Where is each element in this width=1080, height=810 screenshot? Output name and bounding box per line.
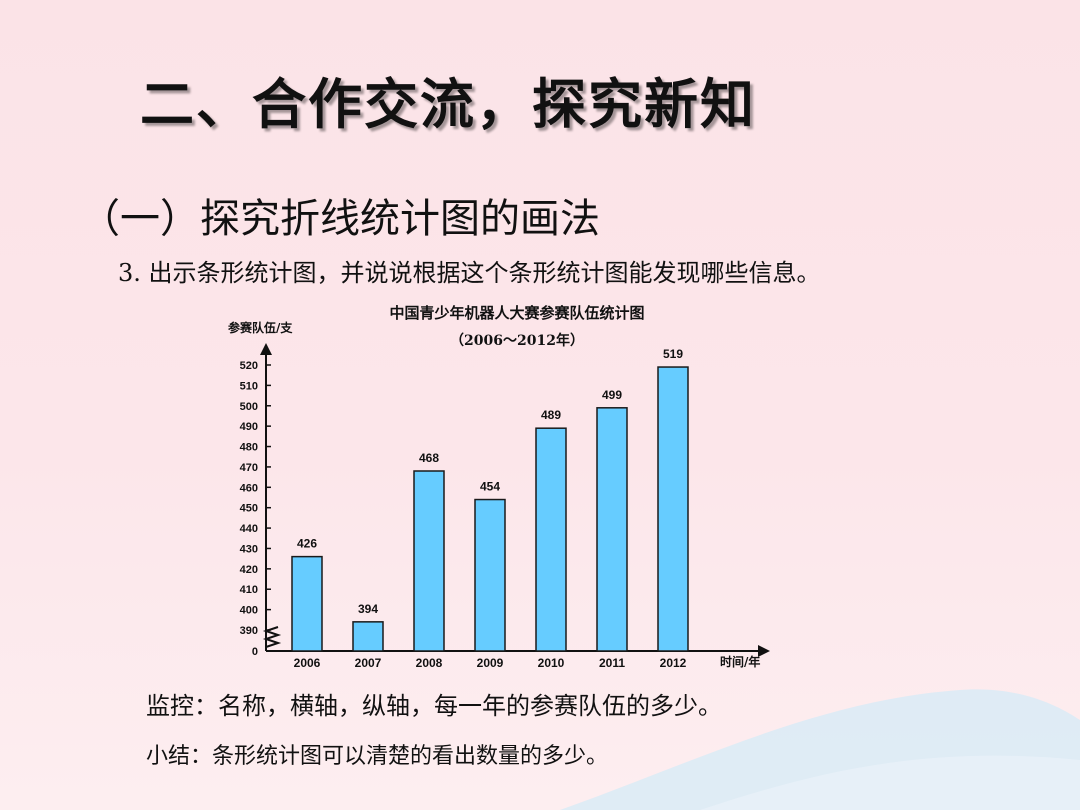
y-tick-label: 500 bbox=[240, 401, 258, 413]
y-tick-label: 420 bbox=[240, 564, 258, 576]
bar bbox=[535, 427, 567, 652]
bar-value-label: 489 bbox=[541, 408, 561, 422]
observation-note: 监控：名称，横轴，纵轴，每一年的参赛队伍的多少。 bbox=[146, 692, 722, 720]
y-tick-label: 450 bbox=[240, 503, 258, 515]
y-tick-label: 480 bbox=[240, 442, 258, 454]
x-axis-arrow bbox=[758, 645, 770, 657]
bar-value-label: 499 bbox=[602, 388, 622, 402]
y-tick-labels: 520 510 500 490 480 470 460 450 440 430 420 410 400 3… bbox=[240, 360, 271, 658]
y-tick-label: 490 bbox=[240, 421, 258, 433]
summary-note: 小结：条形统计图可以清楚的看出数量的多少。 bbox=[146, 744, 609, 769]
y-tick-label: 440 bbox=[240, 523, 258, 535]
chart-title: 中国青少年机器人大赛参赛队伍统计图 bbox=[389, 304, 644, 322]
x-tick-label: 2006 bbox=[294, 656, 321, 670]
x-tick-labels: 2006 2007 2008 2009 2010 2011 2012 bbox=[294, 656, 687, 670]
x-tick-label: 2012 bbox=[660, 656, 687, 670]
y-tick-label: 390 bbox=[240, 625, 258, 637]
y-axis-label: 参赛队伍/支 bbox=[228, 320, 293, 335]
bar-value-label: 519 bbox=[663, 347, 683, 361]
bar bbox=[413, 470, 445, 652]
bar-value-label: 468 bbox=[419, 451, 439, 465]
section-subtitle: （一）探究折线统计图的画法 bbox=[80, 196, 600, 242]
x-tick-label: 2007 bbox=[355, 656, 382, 670]
bar bbox=[657, 366, 689, 652]
x-tick-label: 2011 bbox=[599, 656, 625, 670]
step-instruction: 3. 出示条形统计图，并说说根据这个条形统计图能发现哪些信息。 bbox=[118, 259, 821, 287]
bars-group: 426 394 468 454 489 499 519 bbox=[291, 347, 689, 652]
chart-axes bbox=[260, 343, 770, 657]
slide-title: 二、合作交流，探究新知 bbox=[140, 73, 756, 136]
y-tick-label: 460 bbox=[240, 482, 258, 494]
x-axis-label: 时间/年 bbox=[720, 654, 760, 669]
bar bbox=[291, 555, 323, 652]
y-tick-label: 470 bbox=[240, 462, 258, 474]
y-tick-label: 430 bbox=[240, 543, 258, 555]
bar-value-label: 426 bbox=[297, 537, 317, 551]
bar bbox=[474, 498, 506, 652]
y-tick-label: 520 bbox=[240, 360, 258, 372]
x-tick-label: 2010 bbox=[538, 656, 565, 670]
bar-value-label: 394 bbox=[358, 602, 378, 616]
x-tick-label: 2008 bbox=[416, 656, 443, 670]
y-tick-label: 510 bbox=[240, 380, 258, 392]
y-axis-arrow bbox=[260, 343, 272, 355]
y-tick-label: 400 bbox=[240, 605, 258, 617]
chart-subtitle: （2006～2012年） bbox=[450, 332, 584, 349]
bar-value-label: 454 bbox=[480, 480, 500, 494]
x-tick-label: 2009 bbox=[477, 656, 504, 670]
bar bbox=[596, 407, 628, 652]
y-tick-label: 0 bbox=[252, 646, 258, 658]
y-tick-label: 410 bbox=[240, 584, 258, 596]
bar bbox=[352, 621, 384, 652]
